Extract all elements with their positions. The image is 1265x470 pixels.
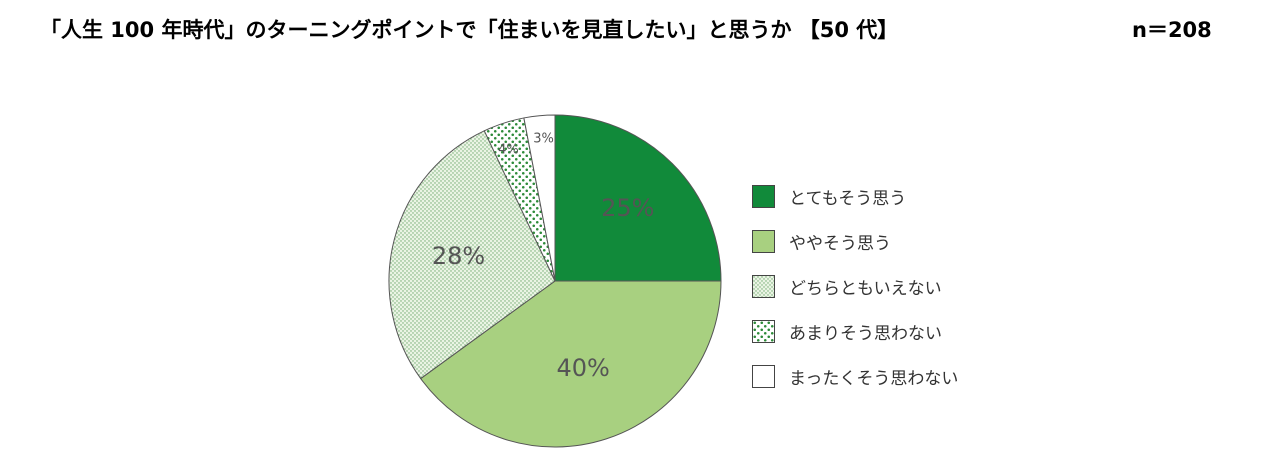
legend-label-3: どちらともいえない: [789, 278, 942, 299]
pie-slice-3: [388, 130, 556, 380]
legend-label-2: ややそう思う: [789, 233, 891, 254]
sample-size: n＝208: [1132, 18, 1212, 42]
pie-slice-2: [420, 280, 722, 448]
legend-item-3: どちらともいえない: [752, 273, 958, 299]
legend-item-2: ややそう思う: [752, 228, 958, 254]
legend-item-4: あまりそう思わない: [752, 318, 958, 344]
legend-swatch-4: [752, 319, 775, 343]
pie-slice-1: [554, 114, 722, 282]
legend-label-1: とてもそう思う: [789, 188, 907, 209]
pie-slice-labels: 25% 40% 28% 4% 3%: [432, 131, 655, 381]
pie-slice-label-4: 4%: [498, 143, 519, 158]
legend-swatch-5: [752, 364, 775, 388]
pie-slice-label-2: 40%: [557, 354, 610, 382]
chart-title: 「人生 100 年時代」のターニングポイントで「住まいを見直したい」と思うか 【…: [40, 18, 899, 42]
legend: とてもそう思う ややそう思うどちらともいえない あまりそう思わない まったくそう思わな…: [752, 183, 958, 408]
legend-swatch-2: [752, 229, 775, 253]
pie-slice-label-1: 25%: [601, 194, 654, 222]
pie-slice-5: [523, 114, 556, 282]
legend-swatch-1: [752, 184, 775, 208]
legend-item-1: とてもそう思う: [752, 183, 958, 209]
legend-label-5: まったくそう思わない: [789, 368, 959, 389]
pie-slice-label-5: 3%: [533, 131, 554, 146]
legend-swatch-3: [752, 274, 775, 298]
legend-item-5: まったくそう思わない: [752, 363, 958, 389]
pie-slice-label-3: 28%: [432, 242, 485, 270]
legend-label-4: あまりそう思わない: [789, 323, 942, 344]
pie-slices: [388, 114, 722, 448]
